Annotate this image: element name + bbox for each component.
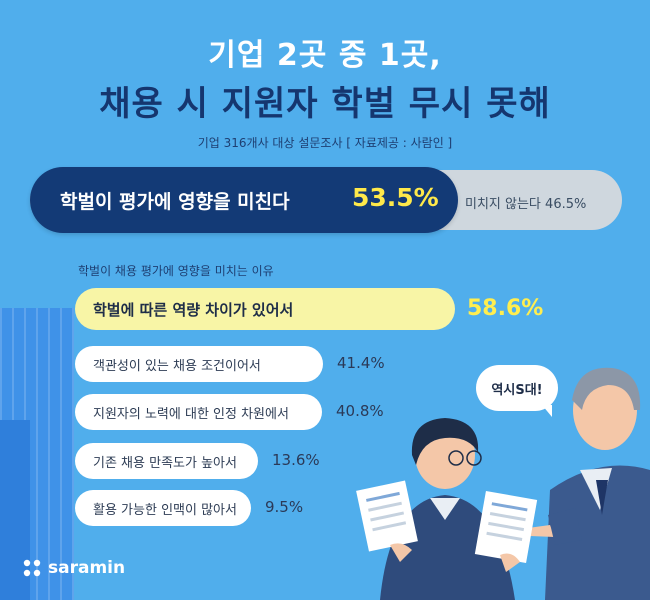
speech-bubble: 역시S대!: [476, 365, 558, 417]
reason-bar-1: 객관성이 있는 채용 조건이어서: [75, 346, 323, 382]
reason-value-0: 58.6%: [467, 296, 544, 321]
saramin-logo-icon: [23, 559, 41, 577]
resume-paper-icon-2: [474, 490, 538, 564]
reason-label-4: 활용 가능한 인맥이 많아서: [93, 502, 237, 518]
split-remainder-label: 미치지 않는다 46.5%: [465, 193, 586, 212]
reason-label-0: 학벌에 따른 역량 차이가 있어서: [93, 300, 294, 319]
reason-bar-3: 기존 채용 만족도가 높아서: [75, 443, 258, 479]
reason-bar-0: 학벌에 따른 역량 차이가 있어서: [75, 288, 455, 330]
title-line-1: 기업 2곳 중 1곳,: [208, 38, 442, 73]
split-bar-main: [30, 167, 458, 233]
reason-value-1: 41.4%: [337, 354, 385, 372]
reason-bar-4: 활용 가능한 인맥이 많아서: [75, 490, 251, 526]
people-illustration: [356, 367, 650, 600]
saramin-logo: saramin: [22, 558, 125, 578]
resume-paper-icon: [356, 480, 418, 552]
split-remainder-value: 46.5%: [545, 197, 587, 212]
reason-label-2: 지원자의 노력에 대한 인정 차원에서: [93, 406, 289, 422]
reason-value-2: 40.8%: [336, 402, 384, 420]
saramin-logo-text: saramin: [48, 558, 126, 578]
split-remainder-category: 미치지 않는다: [465, 197, 541, 212]
survey-source: 기업 316개사 대상 설문조사 [ 자료제공 : 사람인 ]: [197, 136, 453, 150]
pointing-hand-icon: [525, 525, 555, 537]
man-body-icon: [545, 465, 650, 600]
reason-label-3: 기존 채용 만족도가 높아서: [93, 455, 237, 471]
reason-value-3: 13.6%: [272, 451, 320, 469]
reason-label-1: 객관성이 있는 채용 조건이어서: [93, 358, 261, 374]
reason-bar-2: 지원자의 노력에 대한 인정 차원에서: [75, 394, 322, 430]
reason-value-4: 9.5%: [265, 498, 304, 516]
title-line-2: 채용 시 지원자 학벌 무시 못해: [99, 84, 551, 124]
split-main-label: 학벌이 평가에 영향을 미친다: [60, 191, 290, 213]
reasons-title: 학벌이 채용 평가에 영향을 미치는 이유: [78, 264, 274, 278]
split-main-value: 53.5%: [352, 183, 439, 212]
building-illustration-2: [0, 420, 30, 600]
